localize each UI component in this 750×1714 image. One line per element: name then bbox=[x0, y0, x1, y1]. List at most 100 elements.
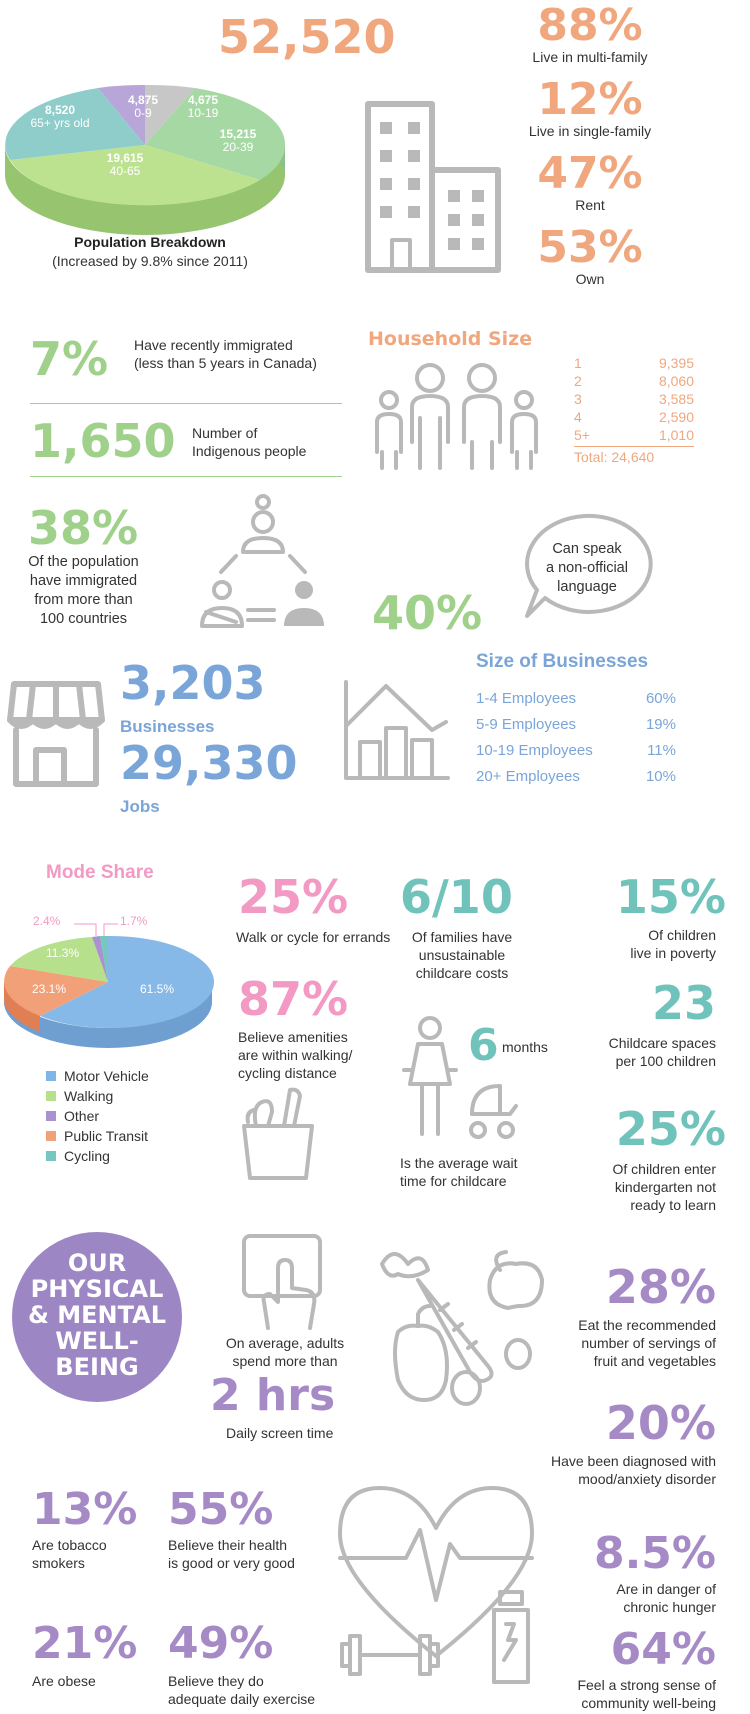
household-total: Total: 24,640 bbox=[574, 449, 655, 465]
legend-swatch bbox=[46, 1131, 56, 1141]
screen-time-hours: 2 hrs bbox=[210, 1370, 336, 1421]
pie-slice-10-19 bbox=[145, 84, 195, 145]
recent-immigration-label-2: (less than 5 years in Canada) bbox=[134, 355, 317, 372]
childcare-cost-label-3: childcare costs bbox=[415, 965, 509, 982]
amenities-label-2: are within walking/ bbox=[238, 1047, 353, 1064]
pie-label-0-9: 4,875 0-9 bbox=[118, 94, 168, 120]
indigenous-label: Number of Indigenous people bbox=[192, 424, 306, 460]
tablet-touch-icon bbox=[242, 1234, 322, 1330]
community-label-2: community well-being bbox=[581, 1695, 716, 1712]
speech-bubble-line-3: language bbox=[557, 578, 617, 595]
household-row: 3 3,585 bbox=[574, 390, 694, 408]
childcare-wait-label-1: Is the average wait bbox=[400, 1155, 518, 1171]
legend-label: Public Transit bbox=[64, 1128, 149, 1144]
immigrant-origin-label-3: from more than bbox=[34, 591, 133, 608]
speech-bubble-line-1: Can speak bbox=[552, 541, 622, 557]
childcare-wait-label-2: time for childcare bbox=[400, 1173, 507, 1190]
legend-swatch bbox=[46, 1071, 56, 1081]
amenities-label-3: cycling distance bbox=[238, 1065, 337, 1082]
fruit-vegetables-icon bbox=[380, 1250, 544, 1406]
pie-slice-0-9 bbox=[98, 84, 145, 145]
pie-slice-20-39 bbox=[145, 88, 286, 180]
divider-2 bbox=[30, 476, 342, 477]
amenities-pct: 87% bbox=[238, 972, 349, 1026]
business-size-table: 1-4 Employees 60% 5-9 Employees 19% 10-19 … bbox=[476, 686, 676, 790]
obese-label: Are obese bbox=[32, 1673, 96, 1689]
pie-label-65plus-age: 65+ yrs old bbox=[30, 116, 90, 130]
childcare-cost-label: Of families have unsustainable childcare… bbox=[392, 928, 532, 983]
family-icon bbox=[375, 363, 538, 470]
housing-singlefamily: 12% Live in single-family bbox=[505, 78, 675, 140]
pie-label-20-39-age: 20-39 bbox=[222, 140, 254, 154]
people-exchange-icon bbox=[200, 494, 324, 628]
grocery-bag-icon bbox=[242, 1087, 314, 1180]
mood-disorder-pct: 20% bbox=[605, 1396, 716, 1450]
wellbeing-badge-line-3: & MENTAL bbox=[27, 1301, 167, 1329]
mode-label-cycling: 1.7% bbox=[120, 914, 148, 928]
legend-item: Public Transit bbox=[46, 1126, 149, 1146]
exercise-label-2: adequate daily exercise bbox=[168, 1691, 316, 1708]
chronic-hunger-label-1: Are in danger of bbox=[616, 1581, 716, 1597]
immigrant-origin-pct: 38% bbox=[28, 501, 139, 555]
wellbeing-badge-line-5: BEING bbox=[55, 1353, 139, 1381]
household-total-rule bbox=[574, 446, 694, 447]
speech-bubble-text: Can speak a non-official language bbox=[522, 540, 652, 597]
chronic-hunger-label: Are in danger of chronic hunger bbox=[560, 1580, 716, 1616]
household-count: 1,010 bbox=[658, 427, 694, 443]
population-total: 52,520 bbox=[218, 10, 396, 64]
mode-slice-cycling bbox=[100, 935, 108, 982]
legend-item: Other bbox=[46, 1106, 149, 1126]
dumbbell-icon bbox=[340, 1634, 440, 1676]
business-count-label: Businesses bbox=[120, 717, 215, 736]
recent-immigration-label: Have recently immigrated (less than 5 ye… bbox=[134, 336, 317, 372]
screen-time-label-bottom: Daily screen time bbox=[226, 1425, 334, 1441]
recent-immigration-pct: 7% bbox=[30, 332, 109, 386]
jobs-label: Jobs bbox=[120, 797, 160, 816]
mode-share-pie-chart bbox=[4, 923, 215, 1048]
childcare-spaces-label-1: Childcare spaces bbox=[608, 1035, 716, 1051]
pie-label-0-9-value: 4,875 bbox=[127, 93, 159, 107]
household-size-title: Household Size bbox=[368, 328, 533, 350]
water-bottle-icon bbox=[492, 1590, 530, 1684]
mode-slice-walking bbox=[10, 937, 108, 982]
community-pct: 64% bbox=[610, 1624, 716, 1675]
health-good-label: Believe their health is good or very goo… bbox=[168, 1536, 295, 1572]
pie-slice-65plus bbox=[5, 88, 146, 160]
amenities-label: Believe amenities are within walking/ cy… bbox=[238, 1028, 352, 1083]
mode-slice-other bbox=[92, 936, 108, 982]
health-good-pct: 55% bbox=[168, 1484, 274, 1535]
immigrant-origin-label-1: Of the population bbox=[28, 554, 139, 570]
business-growth-icon bbox=[344, 680, 450, 780]
screen-time-label-top: On average, adults spend more than bbox=[210, 1334, 360, 1370]
household-count: 8,060 bbox=[658, 373, 694, 389]
mood-disorder-label-2: mood/anxiety disorder bbox=[578, 1471, 716, 1488]
pie-label-40-65-value: 19,615 bbox=[106, 151, 144, 165]
wellbeing-badge-line-1: OUR bbox=[67, 1249, 127, 1277]
business-size-row: 10-19 Employees 11% bbox=[476, 738, 676, 764]
fruit-veg-label: Eat the recommended number of servings o… bbox=[520, 1316, 716, 1371]
housing-own: 53% Own bbox=[505, 226, 675, 288]
housing-multifamily-label: Live in multi-family bbox=[532, 49, 648, 65]
childcare-wait-num: 6 bbox=[468, 1020, 499, 1071]
household-row: 5+ 1,010 bbox=[574, 426, 694, 444]
pie-label-10-19-age: 10-19 bbox=[187, 106, 219, 120]
pie-label-65plus: 8,520 65+ yrs old bbox=[20, 104, 100, 130]
pie-label-65plus-value: 8,520 bbox=[44, 103, 76, 117]
mode-label-other: 2.4% bbox=[33, 914, 61, 928]
health-good-label-2: is good or very good bbox=[168, 1555, 295, 1572]
building-icon bbox=[365, 101, 501, 273]
tobacco-label-2: smokers bbox=[32, 1555, 85, 1572]
child-poverty-label: Of children live in poverty bbox=[560, 926, 716, 962]
childcare-spaces-num: 23 bbox=[651, 976, 716, 1030]
exercise-label: Believe they do adequate daily exercise bbox=[168, 1672, 315, 1708]
exercise-pct: 49% bbox=[168, 1618, 274, 1669]
wellbeing-badge-line-4: WELL- bbox=[55, 1327, 139, 1355]
fruit-veg-label-2: number of servings of bbox=[581, 1335, 716, 1352]
housing-own-pct: 53% bbox=[537, 222, 643, 273]
household-count: 2,590 bbox=[658, 409, 694, 425]
mood-disorder-label: Have been diagnosed with mood/anxiety di… bbox=[500, 1452, 716, 1488]
legend-item: Motor Vehicle bbox=[46, 1066, 149, 1086]
business-size-pct: 10% bbox=[645, 768, 676, 785]
community-label-1: Feel a strong sense of bbox=[577, 1677, 716, 1693]
mode-pie-depth bbox=[4, 982, 212, 1048]
